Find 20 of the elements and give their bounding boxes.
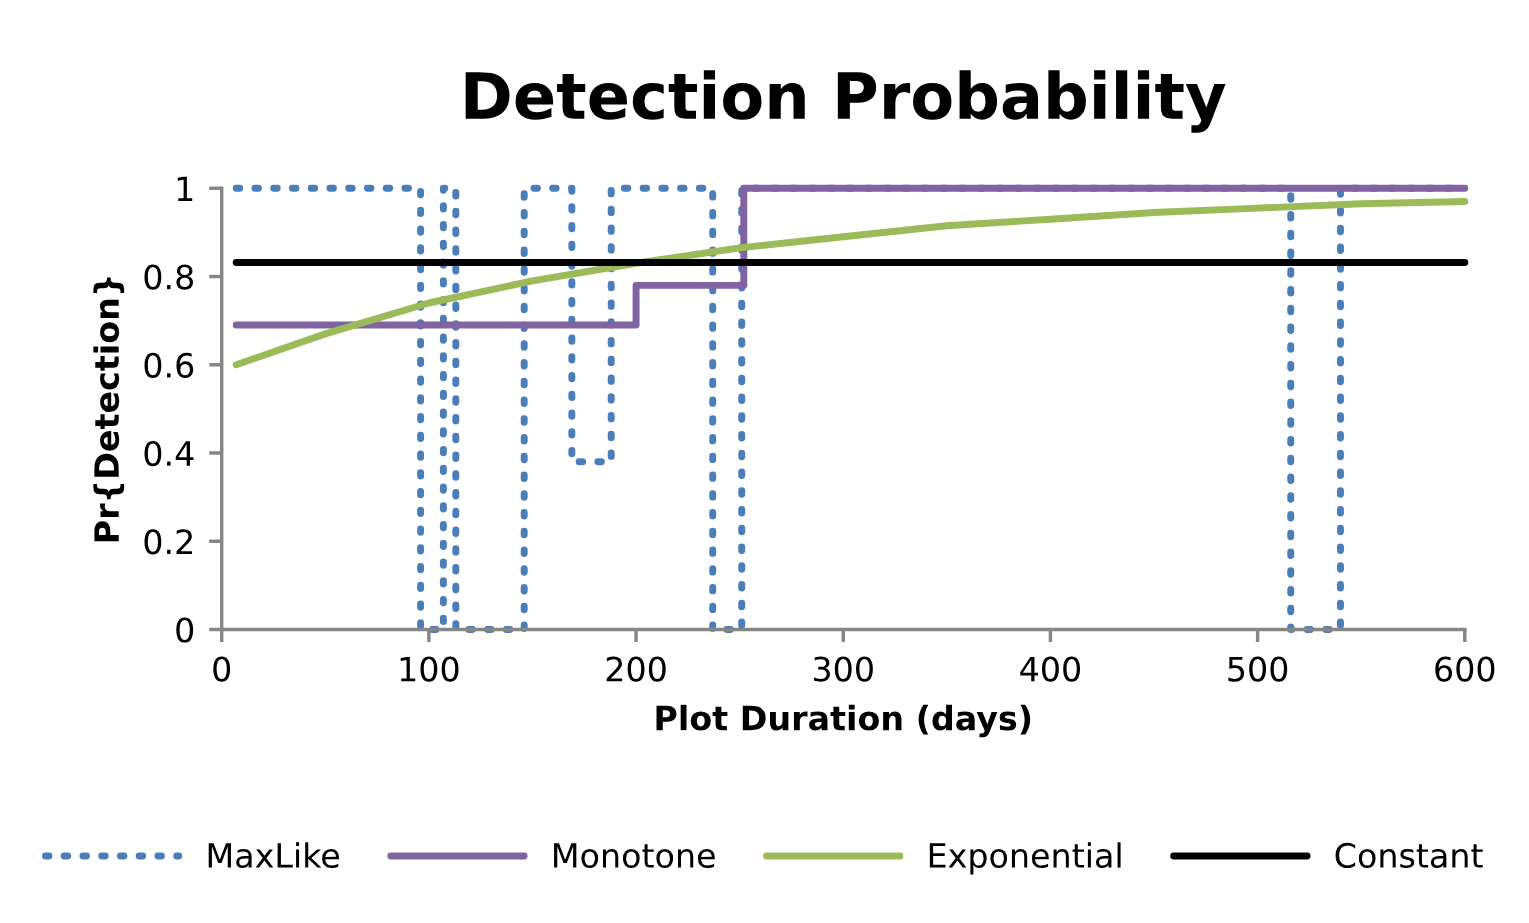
y-tick-label: 0.6 xyxy=(144,352,194,378)
x-tick-label: 300 xyxy=(813,656,873,682)
x-tick-label: 0 xyxy=(213,656,231,682)
chart-title: Detection Probability xyxy=(465,70,1226,133)
legend-label: MaxLike xyxy=(208,842,340,869)
x-axis-title: Plot Duration (days) xyxy=(656,704,1031,738)
y-axis-title: Pr{Detection} xyxy=(93,277,125,542)
x-tick-label: 600 xyxy=(1435,656,1495,682)
x-tick-label: 400 xyxy=(1020,656,1081,682)
legend-label: Exponential xyxy=(929,842,1121,875)
x-tick-label: 500 xyxy=(1228,656,1288,682)
legend-label: Monotone xyxy=(554,843,715,869)
x-tick-label: 100 xyxy=(400,656,459,682)
y-tick-label: 0.2 xyxy=(144,529,192,555)
legend-label: Constant xyxy=(1335,842,1483,869)
y-tick-label: 1 xyxy=(177,176,193,201)
y-tick-label: 0.8 xyxy=(144,264,194,290)
x-tick-label: 200 xyxy=(606,656,666,682)
y-tick-label: 0 xyxy=(176,617,194,643)
y-tick-label: 0.4 xyxy=(144,440,194,467)
